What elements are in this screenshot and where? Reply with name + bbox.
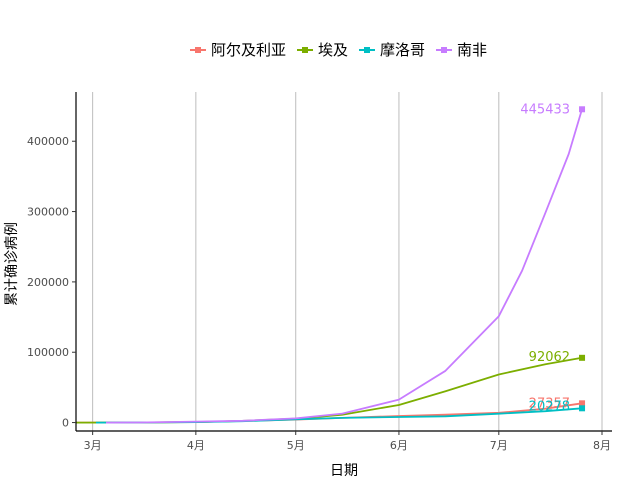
x-tick-label-3: 6月 [390, 439, 408, 452]
y-tick-label-0: 0 [62, 417, 69, 430]
legend-key-marker-0 [195, 47, 201, 53]
series-layer [75, 106, 586, 424]
y-axis-ticks: 0 100000 200000 300000 400000 [27, 135, 76, 430]
series-line-3 [105, 109, 583, 424]
legend-item-1: 埃及 [297, 41, 348, 59]
legend-label-2: 摩洛哥 [380, 41, 425, 59]
legend-label-1: 埃及 [318, 41, 348, 59]
legend-item-0: 阿尔及利亚 [190, 41, 286, 59]
series-end-marker-2 [579, 405, 586, 412]
end-label-3: 445433 [520, 102, 570, 117]
x-tick-label-2: 5月 [287, 439, 305, 452]
legend-key-marker-2 [364, 47, 370, 53]
legend-label-3: 南非 [457, 41, 487, 59]
x-axis-ticks: 3月 4月 5月 6月 7月 8月 [84, 431, 611, 452]
series-end-marker-0 [579, 400, 586, 407]
end-label-1: 92062 [529, 350, 570, 365]
y-tick-label-4: 400000 [27, 135, 69, 148]
y-tick-label-1: 100000 [27, 346, 69, 359]
legend-key-marker-3 [441, 47, 447, 53]
y-tick-label-3: 300000 [27, 206, 69, 219]
x-tick-label-1: 4月 [187, 439, 205, 452]
legend-label-0: 阿尔及利亚 [211, 41, 286, 59]
end-label-0: 27357 [529, 396, 570, 411]
plot-area: 27357 92062 20278 445433 3月 4月 5月 6月 7月 8月 0 1000… [27, 92, 612, 452]
series-end-marker-1 [579, 354, 586, 361]
y-tick-label-2: 200000 [27, 276, 69, 289]
x-axis-title: 日期 [330, 463, 358, 479]
legend-item-3: 南非 [436, 41, 487, 59]
x-tick-label-4: 7月 [490, 439, 508, 452]
legend-key-marker-1 [302, 47, 308, 53]
x-tick-label-0: 3月 [84, 439, 102, 452]
x-tick-label-5: 8月 [593, 439, 611, 452]
legend: 阿尔及利亚 埃及 摩洛哥 南非 [190, 41, 487, 59]
legend-item-2: 摩洛哥 [359, 41, 425, 59]
y-axis-title: 累计确诊病例 [4, 222, 20, 306]
end-label-2: 20278 [529, 399, 570, 414]
series-end-marker-3 [579, 106, 586, 113]
end-labels: 27357 92062 20278 445433 [520, 102, 570, 414]
